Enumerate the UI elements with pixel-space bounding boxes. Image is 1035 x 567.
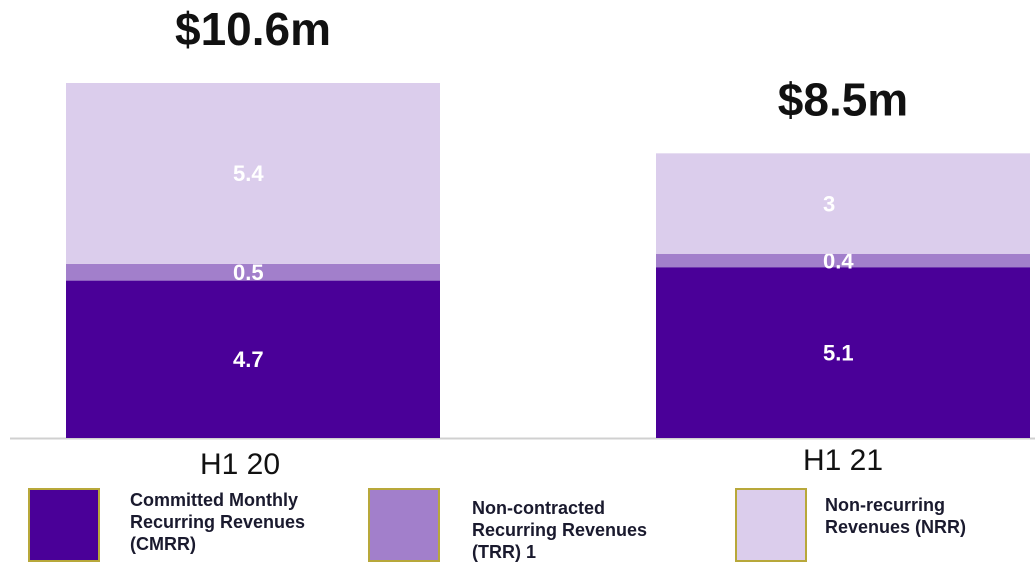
total-label: $10.6m — [175, 3, 331, 55]
data-label: 4.7 — [233, 347, 264, 372]
legend-swatch — [368, 488, 440, 562]
bar-segment — [66, 263, 440, 281]
data-label: 0.5 — [233, 260, 264, 285]
legend-label: Committed Monthly Recurring Revenues (CM… — [130, 490, 306, 554]
legend-swatch — [735, 488, 807, 562]
bar-segment — [66, 83, 440, 264]
legend-label: Non-recurring Revenues (NRR) — [825, 495, 967, 537]
data-label: 3 — [823, 191, 835, 216]
data-label: 5.4 — [233, 161, 264, 186]
total-label: $8.5m — [778, 73, 908, 125]
x-tick-label: H1 20 — [200, 448, 280, 481]
data-label: 5.1 — [823, 340, 854, 365]
bar-segment — [656, 267, 1030, 438]
legend-swatch — [28, 488, 100, 562]
bar-segment — [656, 253, 1030, 268]
bar-segment — [66, 280, 440, 438]
x-tick-label: H1 21 — [803, 444, 883, 477]
legend-label: Non-contracted Recurring Revenues (TRR) … — [472, 498, 648, 562]
bar-segment — [656, 153, 1030, 254]
